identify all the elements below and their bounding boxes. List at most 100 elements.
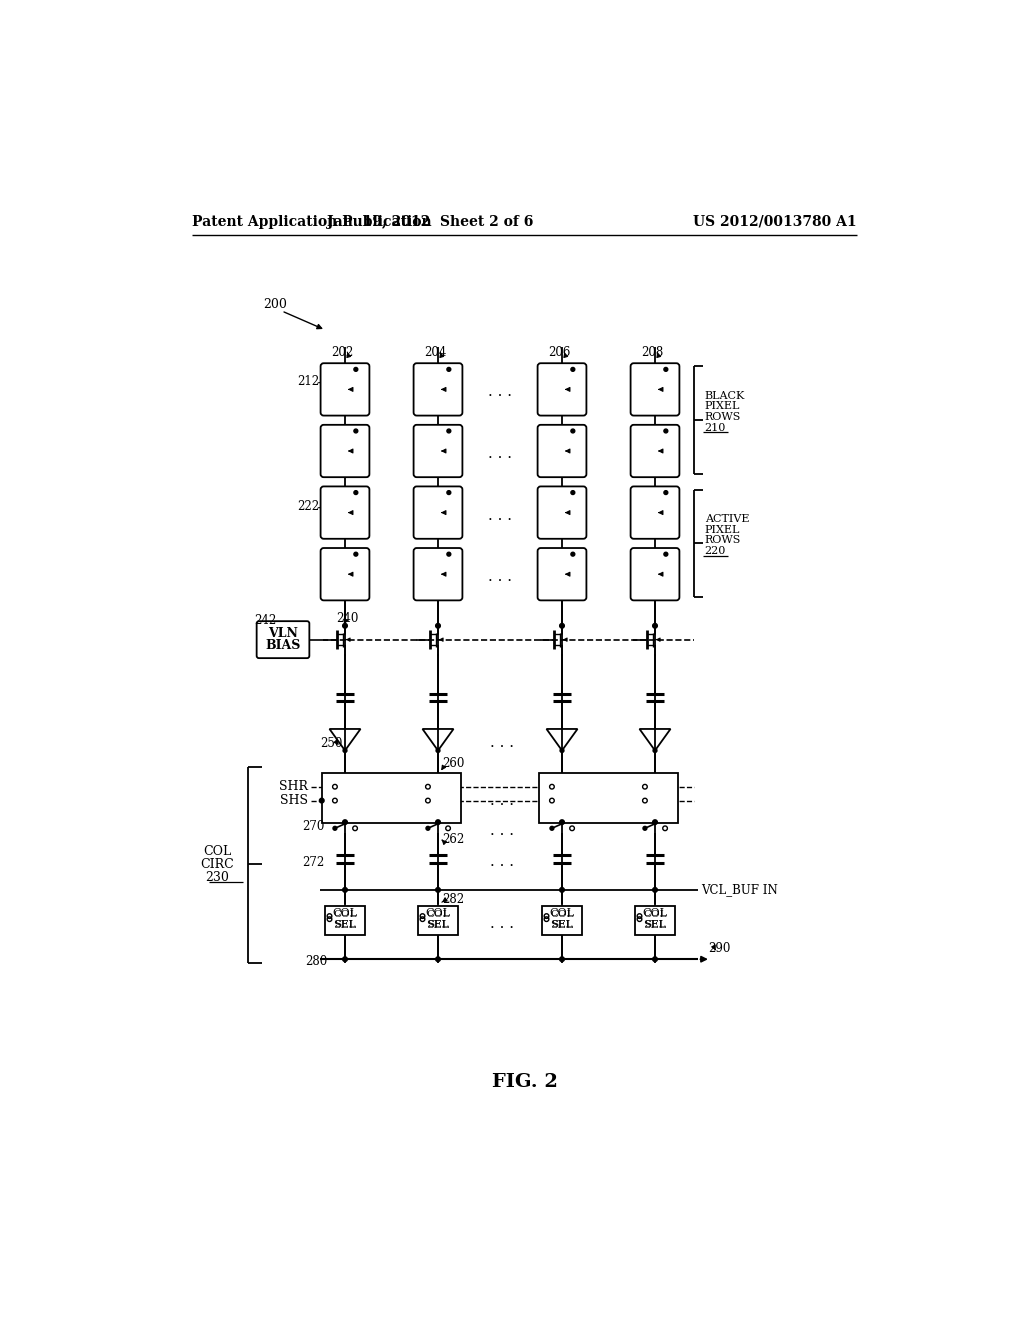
Text: . . .: . . . (488, 508, 512, 523)
Circle shape (426, 826, 430, 830)
Text: SEL: SEL (644, 920, 666, 929)
Circle shape (569, 826, 574, 830)
Circle shape (560, 820, 564, 825)
Bar (542, 906, 583, 936)
Circle shape (328, 917, 332, 921)
Text: COL: COL (550, 908, 574, 917)
Circle shape (643, 784, 647, 789)
Text: COL: COL (426, 909, 450, 919)
Circle shape (435, 957, 440, 961)
Circle shape (560, 623, 564, 628)
Circle shape (544, 913, 549, 919)
Circle shape (319, 799, 324, 803)
Text: 270: 270 (302, 820, 325, 833)
Circle shape (446, 491, 451, 495)
Text: BLACK: BLACK (705, 391, 745, 400)
Bar (418, 906, 458, 936)
Text: BIAS: BIAS (265, 639, 301, 652)
Text: 206: 206 (548, 346, 570, 359)
Text: . . .: . . . (489, 793, 514, 808)
Circle shape (652, 820, 657, 825)
Text: . . .: . . . (488, 570, 512, 585)
FancyBboxPatch shape (538, 487, 587, 539)
Text: Jan. 19, 2012  Sheet 2 of 6: Jan. 19, 2012 Sheet 2 of 6 (327, 215, 534, 228)
Text: 204: 204 (424, 346, 446, 359)
Text: 262: 262 (442, 833, 464, 846)
Text: ROWS: ROWS (705, 536, 741, 545)
Circle shape (354, 367, 357, 371)
Text: 290: 290 (708, 942, 730, 954)
Text: ACTIVE: ACTIVE (705, 513, 750, 524)
Circle shape (328, 913, 332, 919)
Text: 260: 260 (442, 758, 464, 770)
Circle shape (354, 491, 357, 495)
Circle shape (560, 957, 564, 961)
Text: COL: COL (333, 909, 356, 919)
Circle shape (653, 748, 657, 752)
FancyBboxPatch shape (257, 622, 309, 659)
Circle shape (435, 820, 440, 825)
Text: 242: 242 (254, 614, 276, 627)
Circle shape (446, 429, 451, 433)
Bar (635, 906, 675, 936)
Text: VLN: VLN (268, 627, 298, 640)
Circle shape (664, 367, 668, 371)
Text: 222: 222 (297, 500, 319, 513)
Text: 272: 272 (302, 857, 325, 870)
Text: COL: COL (550, 909, 573, 919)
Circle shape (333, 826, 337, 830)
Circle shape (643, 799, 647, 803)
Circle shape (544, 917, 549, 921)
Text: SEL: SEL (334, 920, 355, 929)
Bar (322, 774, 461, 822)
Text: 202: 202 (331, 346, 353, 359)
FancyBboxPatch shape (414, 487, 463, 539)
Circle shape (550, 826, 554, 830)
Text: SEL: SEL (643, 920, 667, 929)
Circle shape (664, 429, 668, 433)
Text: SHR: SHR (279, 780, 308, 793)
Text: 210: 210 (705, 422, 726, 433)
Circle shape (333, 784, 337, 789)
Text: Patent Application Publication: Patent Application Publication (191, 215, 431, 228)
Circle shape (333, 799, 337, 803)
Circle shape (560, 748, 564, 752)
Text: ROWS: ROWS (705, 412, 741, 422)
Circle shape (352, 826, 357, 830)
Circle shape (652, 887, 657, 892)
Text: 212: 212 (297, 375, 319, 388)
Circle shape (343, 887, 347, 892)
Circle shape (571, 491, 574, 495)
Text: . . .: . . . (489, 917, 514, 931)
FancyBboxPatch shape (414, 548, 463, 601)
Text: CIRC: CIRC (201, 858, 234, 871)
Circle shape (446, 552, 451, 556)
FancyBboxPatch shape (631, 487, 679, 539)
Circle shape (560, 887, 564, 892)
Text: . . .: . . . (489, 855, 514, 869)
Circle shape (664, 491, 668, 495)
Circle shape (426, 784, 430, 789)
Circle shape (343, 748, 347, 752)
Text: FIG. 2: FIG. 2 (492, 1073, 558, 1092)
FancyBboxPatch shape (414, 363, 463, 416)
Circle shape (550, 799, 554, 803)
FancyBboxPatch shape (538, 425, 587, 478)
Text: 250: 250 (321, 737, 343, 750)
Text: SHS: SHS (280, 795, 308, 807)
Circle shape (643, 826, 647, 830)
Bar (325, 906, 366, 936)
FancyBboxPatch shape (321, 548, 370, 601)
Circle shape (426, 799, 430, 803)
FancyBboxPatch shape (414, 425, 463, 478)
Text: 220: 220 (705, 546, 726, 556)
Circle shape (420, 913, 425, 919)
FancyBboxPatch shape (631, 425, 679, 478)
Circle shape (445, 826, 451, 830)
Circle shape (571, 552, 574, 556)
Circle shape (652, 623, 657, 628)
Circle shape (436, 748, 440, 752)
Text: SEL: SEL (427, 920, 449, 929)
FancyBboxPatch shape (321, 425, 370, 478)
Text: . . .: . . . (488, 385, 512, 400)
